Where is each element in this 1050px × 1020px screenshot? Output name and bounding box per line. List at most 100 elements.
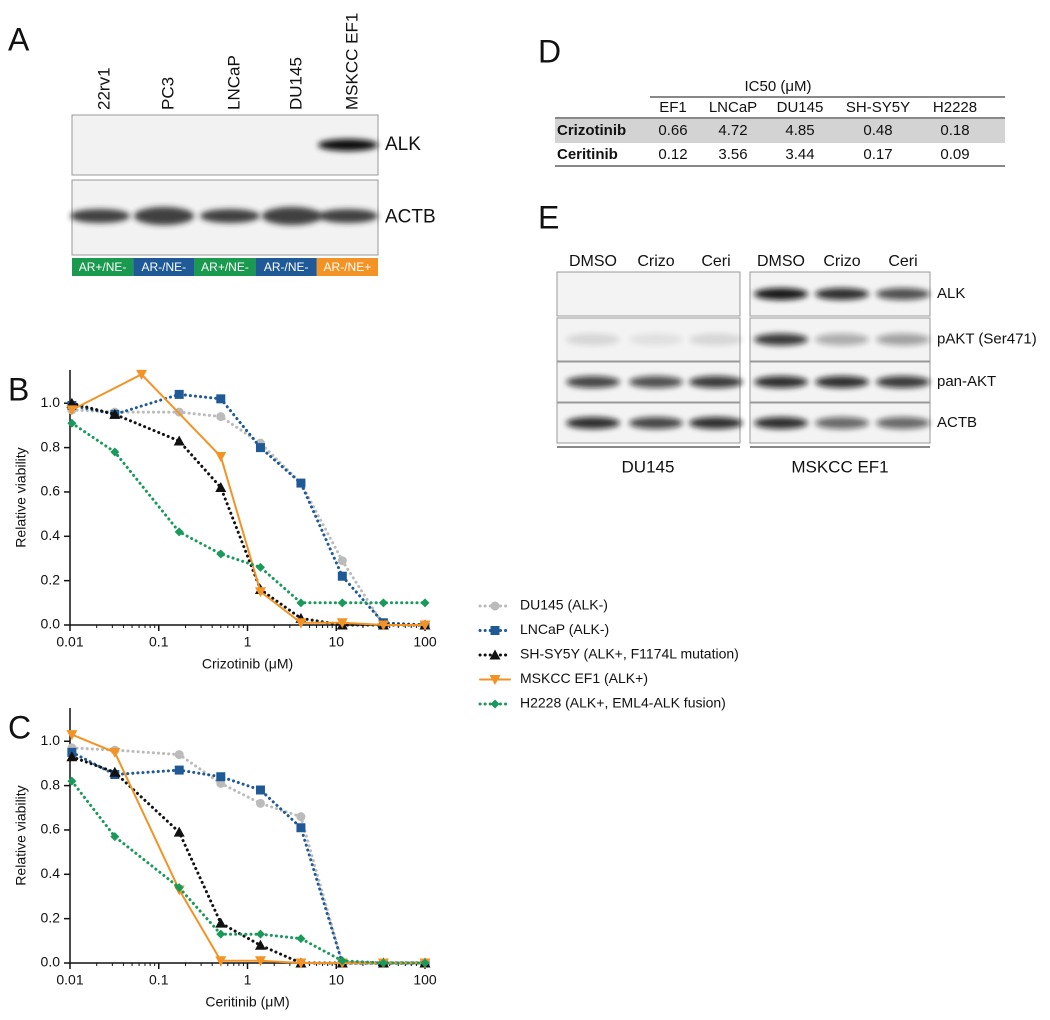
band: [318, 209, 378, 223]
x-tick-label: 100: [413, 634, 437, 650]
band: [629, 417, 683, 429]
y-axis-label: Relative viability: [13, 785, 29, 885]
lane-label: LNCaP: [224, 55, 243, 110]
band: [815, 288, 869, 300]
table-cell: 4.85: [785, 122, 814, 139]
status-label: AR+/NE-: [201, 260, 249, 274]
table-cell: 0.18: [940, 122, 969, 139]
lane-label: DMSO: [757, 253, 805, 270]
column-label: LNCaP: [709, 99, 757, 116]
data-point: [254, 587, 266, 598]
x-tick-label: 10: [328, 972, 344, 988]
data-point: [255, 562, 265, 572]
band: [876, 333, 930, 346]
data-point: [174, 883, 184, 893]
data-point: [296, 823, 306, 833]
group-label: DU145: [622, 457, 675, 476]
y-tick-label: 0.2: [41, 571, 61, 587]
y-tick-label: 0.0: [41, 954, 61, 970]
status-cell: [316, 258, 378, 276]
data-point: [66, 397, 78, 408]
series-line: [70, 779, 427, 965]
column-label: H2228: [933, 99, 977, 116]
y-tick-label: 0.8: [41, 438, 61, 454]
table-cell: 4.72: [718, 122, 747, 139]
data-point: [174, 527, 184, 537]
band: [815, 376, 869, 388]
data-point: [215, 451, 227, 462]
drug-label: Crizotinib: [557, 122, 626, 139]
column-label: SH-SY5Y: [846, 99, 910, 116]
data-point: [296, 934, 306, 944]
y-tick-label: 1.0: [41, 732, 61, 748]
band: [566, 333, 620, 346]
table-cell: 3.44: [785, 146, 814, 163]
data-point: [378, 598, 388, 608]
series-line: [70, 746, 427, 965]
band: [629, 376, 683, 388]
x-axis-label: Ceritinib (μM): [205, 994, 289, 1010]
legend-label: H2228 (ALK+, EML4-ALK fusion): [520, 695, 726, 711]
blot: [556, 271, 741, 317]
band: [815, 417, 869, 429]
series-line: [70, 392, 427, 627]
band: [754, 288, 808, 300]
lane-label: Ceri: [888, 253, 917, 270]
y-tick-label: 1.0: [41, 394, 61, 410]
status-cell: [72, 258, 134, 276]
band: [689, 376, 743, 388]
band: [815, 333, 869, 346]
data-point: [174, 389, 184, 399]
data-point: [216, 412, 226, 422]
band: [689, 417, 743, 429]
legend-marker: [489, 649, 501, 660]
data-point: [66, 730, 78, 741]
data-point: [337, 556, 347, 566]
y-tick-label: 0.4: [41, 527, 61, 543]
data-point: [255, 798, 265, 808]
legend-label: LNCaP (ALK-): [520, 621, 609, 637]
table-cell: 0.12: [658, 146, 687, 163]
data-point: [337, 571, 347, 581]
data-point: [67, 418, 77, 428]
protein-label: pan-AKT: [937, 373, 996, 390]
data-point: [216, 394, 226, 404]
data-point: [216, 772, 226, 782]
data-point: [419, 620, 431, 631]
lane-label: Ceri: [701, 253, 730, 270]
protein-label: ACTB: [937, 414, 977, 431]
band: [754, 376, 808, 388]
protein-label: ACTB: [385, 207, 436, 228]
column-label: DU145: [777, 99, 824, 116]
band: [134, 207, 194, 225]
band: [200, 209, 260, 223]
table-header: IC50 (μM): [745, 78, 812, 95]
column-label: EF1: [659, 99, 687, 116]
lane-label: DU145: [286, 57, 305, 110]
band: [318, 139, 378, 151]
data-point: [296, 598, 306, 608]
status-label: AR-/NE+: [324, 260, 372, 274]
data-point: [216, 929, 226, 939]
data-point: [173, 435, 185, 446]
y-tick-label: 0.8: [41, 776, 61, 792]
data-point: [295, 958, 307, 969]
data-point: [215, 917, 227, 928]
y-tick-label: 0.0: [41, 616, 61, 632]
protein-label: ALK: [937, 285, 965, 302]
data-point: [215, 956, 227, 967]
lane-label: 22rv1: [94, 67, 113, 110]
x-tick-label: 1: [244, 972, 252, 988]
band: [754, 333, 808, 346]
data-point: [377, 620, 389, 631]
y-tick-label: 0.6: [41, 821, 61, 837]
x-axis-label: Crizotinib (μM): [202, 656, 293, 672]
status-label: AR-/NE-: [264, 260, 309, 274]
data-point: [215, 482, 227, 493]
data-point: [254, 939, 266, 950]
data-point: [109, 408, 121, 419]
legend-marker: [490, 626, 500, 635]
series-line: [70, 421, 427, 605]
protein-label: pAKT (Ser471): [937, 330, 1037, 347]
